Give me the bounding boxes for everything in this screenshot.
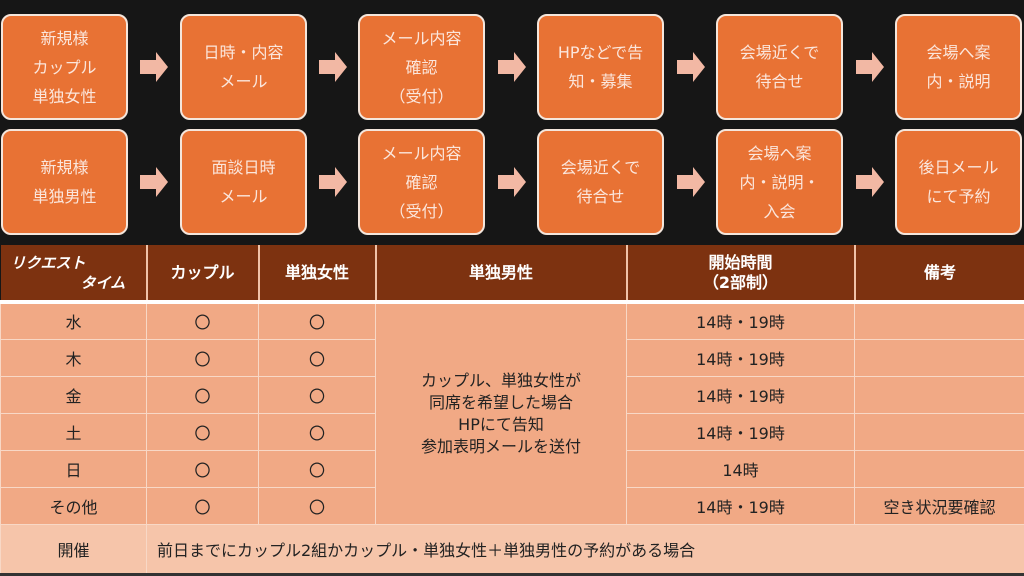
right-arrow-icon (140, 167, 168, 197)
day: 日 (0, 449, 147, 488)
flow-step: 面談日時 メール (180, 129, 307, 235)
start-time: 14時・19時 (626, 301, 855, 340)
right-arrow-icon (856, 52, 884, 82)
right-arrow-icon (319, 167, 347, 197)
table-row: 木〇〇 14時・19時 (0, 338, 1024, 377)
couple-mark: 〇 (146, 375, 259, 414)
note: 空き状況要確認 (854, 486, 1024, 525)
flow-step: HPなどで告 知・募集 (537, 14, 664, 120)
header-male: 単独男性 (374, 245, 627, 304)
flow-step: 日時・内容 メール (180, 14, 307, 120)
day: その他 (0, 486, 147, 525)
table-row: 水〇〇カップル、単独女性が 同席を希望した場合 HPにて告知 参加表明メールを送… (0, 301, 1024, 525)
female-mark: 〇 (258, 338, 376, 377)
table-footer: 開催 前日までにカップル2組かカップル・単独女性＋単独男性の予約がある場合 (0, 523, 1024, 576)
start-time: 14時・19時 (626, 486, 855, 525)
female-mark: 〇 (258, 301, 376, 340)
table-row: 土〇〇 14時・19時 (0, 412, 1024, 451)
table-row: その他〇〇 14時・19時 空き状況要確認 (0, 486, 1024, 525)
day: 土 (0, 412, 147, 451)
day: 金 (0, 375, 147, 414)
footer-text: 前日までにカップル2組かカップル・単独女性＋単独男性の予約がある場合 (146, 523, 1024, 576)
start-time: 14時・19時 (626, 338, 855, 377)
flow-step: 会場近くで 待合せ (537, 129, 664, 235)
header-notes: 備考 (853, 245, 1024, 304)
day: 木 (0, 338, 147, 377)
flow-step: 会場へ案 内・説明 (895, 14, 1022, 120)
logo-line: タイム (80, 273, 126, 292)
couple-mark: 〇 (146, 338, 259, 377)
flow-step: 会場近くで 待合せ (716, 14, 843, 120)
flow-step: 新規様 カップル 単独女性 (1, 14, 128, 120)
right-arrow-icon (498, 167, 526, 197)
start-time: 14時・19時 (626, 375, 855, 414)
note (854, 412, 1024, 451)
note (854, 338, 1024, 377)
note (854, 375, 1024, 414)
right-arrow-icon (140, 52, 168, 82)
couple-mark: 〇 (146, 301, 259, 340)
day: 水 (0, 301, 147, 340)
start-time: 14時・19時 (626, 412, 855, 451)
flow-step: 新規様 単独男性 (1, 129, 128, 235)
male-note: カップル、単独女性が 同席を希望した場合 HPにて告知 参加表明メールを送付 (375, 301, 627, 525)
right-arrow-icon (677, 52, 705, 82)
right-arrow-icon (498, 52, 526, 82)
female-mark: 〇 (258, 375, 376, 414)
right-arrow-icon (677, 167, 705, 197)
footer-label: 開催 (0, 523, 147, 576)
flow-step: 後日メール にて予約 (895, 129, 1022, 235)
request-time-table: リクエスト タイム カップル 単独女性 単独男性 開始時間 （2部制） 備考 水〇… (0, 245, 1024, 576)
table-header: リクエスト タイム カップル 単独女性 単独男性 開始時間 （2部制） 備考 (0, 245, 1024, 304)
flow-step: メール内容 確認 （受付） (358, 14, 485, 120)
female-mark: 〇 (258, 486, 376, 525)
right-arrow-icon (856, 167, 884, 197)
note (854, 449, 1024, 488)
header-couple: カップル (145, 245, 259, 304)
right-arrow-icon (319, 52, 347, 82)
table-row: 日〇〇 14時 (0, 449, 1024, 488)
logo-line: リクエスト (10, 253, 86, 272)
female-mark: 〇 (258, 412, 376, 451)
couple-mark: 〇 (146, 449, 259, 488)
start-time: 14時 (626, 449, 855, 488)
flow-step: メール内容 確認 （受付） (358, 129, 485, 235)
flow-step: 会場へ案 内・説明・ 入会 (716, 129, 843, 235)
table-row: 金〇〇 14時・19時 (0, 375, 1024, 414)
header-female: 単独女性 (257, 245, 376, 304)
note (854, 301, 1024, 340)
couple-mark: 〇 (146, 412, 259, 451)
female-mark: 〇 (258, 449, 376, 488)
header-start-time: 開始時間 （2部制） (625, 245, 855, 304)
request-time-logo: リクエスト タイム (0, 245, 147, 304)
couple-mark: 〇 (146, 486, 259, 525)
